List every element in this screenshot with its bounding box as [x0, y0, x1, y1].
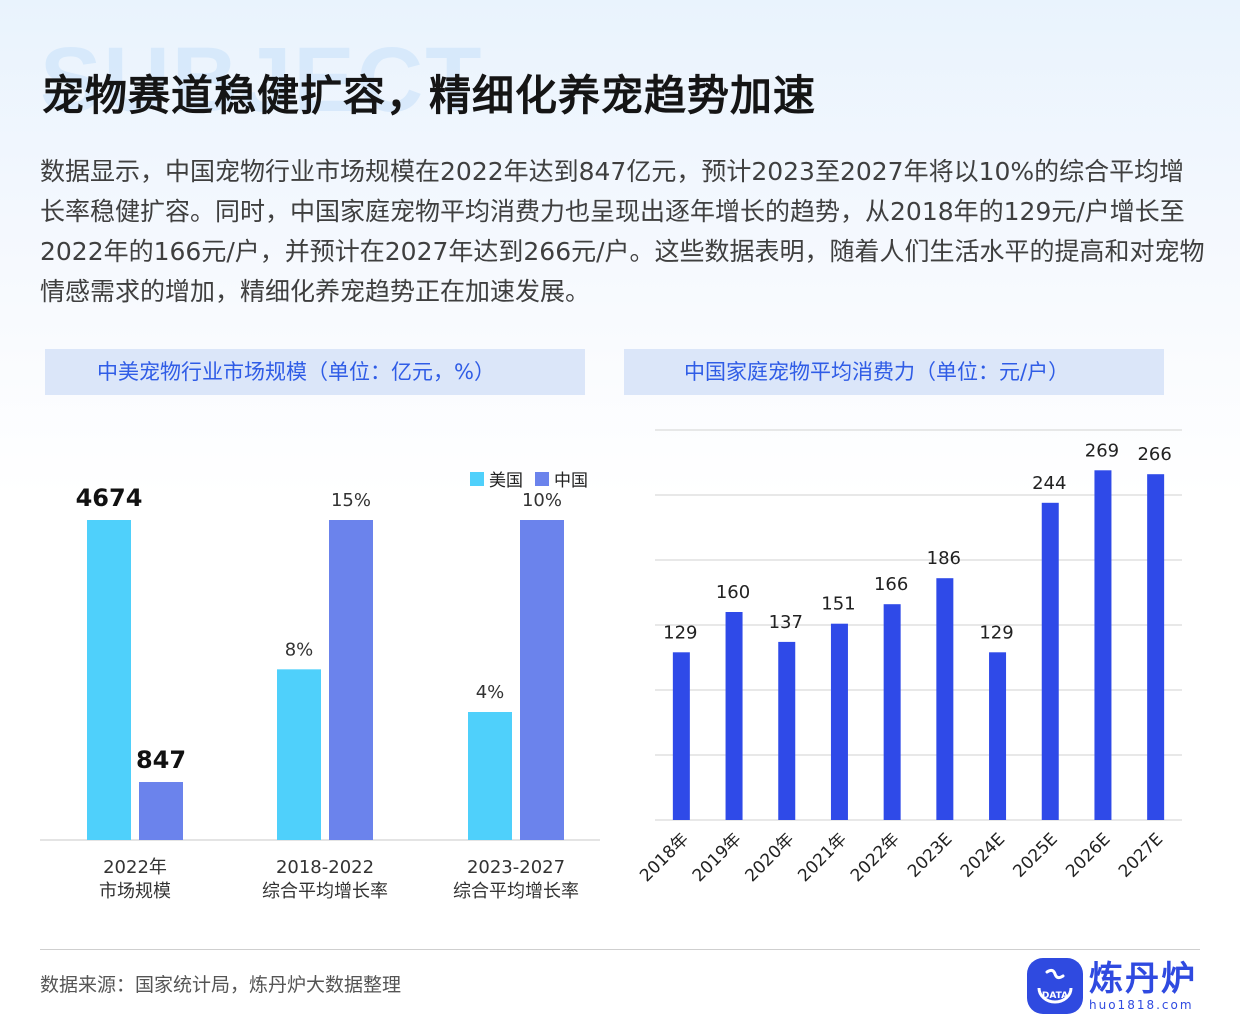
logo-url: huo1818.com	[1089, 998, 1194, 1012]
x-tick-label: 2023E	[904, 829, 956, 881]
x-tick-label: 2018年	[636, 829, 693, 886]
bar-value-label: 160	[716, 582, 750, 603]
bar-2024E	[989, 652, 1007, 820]
x-tick-label: 2020年	[742, 829, 799, 886]
bar-value-label: 166	[874, 574, 908, 595]
background-watermark-word: SUBJECT	[40, 29, 484, 131]
bar-value-label: 129	[663, 622, 697, 643]
legend-swatch-us	[470, 471, 484, 486]
bar-中国-2	[520, 520, 564, 840]
category-label: 综合平均增长率	[453, 881, 579, 902]
bar-value-label: 269	[1085, 440, 1119, 461]
bar-value-label: 4%	[476, 682, 505, 703]
legend-item-china: 中国	[535, 466, 588, 491]
logo-mark-text: DATA	[1042, 991, 1068, 1001]
x-tick-label: 2019年	[689, 829, 746, 886]
bar-2022年	[883, 604, 901, 820]
category-label: 综合平均增长率	[262, 881, 388, 902]
bar-美国-2	[468, 712, 512, 840]
bar-中国-1	[329, 520, 373, 840]
bar-value-label: 847	[136, 746, 186, 774]
bar-value-label: 4674	[76, 484, 143, 512]
household-spending-chart: 129 2018年 160 2019年 137 2020年 151 2021年 166 2022年…	[636, 429, 1182, 886]
logo-name: 炼丹炉	[1089, 959, 1197, 999]
left-chart-legend: 美国 中国	[470, 466, 588, 491]
logo-icon: DATA	[1027, 958, 1083, 1014]
bar-value-label: 10%	[522, 490, 562, 511]
legend-label-us: 美国	[489, 471, 523, 491]
x-tick-label: 2026E	[1062, 829, 1114, 881]
description-paragraph: 数据显示，中国宠物行业市场规模在2022年达到847亿元，预计2023至2027…	[40, 157, 1205, 306]
brand-logo[interactable]: DATA 炼丹炉 huo1818.com	[1027, 958, 1197, 1014]
bar-value-label: 15%	[331, 490, 371, 511]
category-label: 2018-2022	[276, 857, 374, 878]
bar-2020年	[778, 641, 796, 820]
bar-value-label: 8%	[285, 639, 314, 660]
x-tick-label: 2022年	[847, 829, 904, 886]
right-chart-title: 中国家庭宠物平均消费力（单位：元/户）	[624, 349, 1164, 395]
bar-美国-0	[87, 520, 131, 840]
bar-2018年	[672, 652, 690, 820]
bar-2021年	[830, 623, 848, 820]
bar-value-label: 151	[821, 594, 855, 615]
legend-label-china: 中国	[554, 471, 588, 491]
legend-item-us: 美国	[470, 466, 523, 491]
bar-2025E	[1041, 502, 1059, 820]
bar-value-label: 137	[769, 612, 803, 633]
bar-2023E	[936, 578, 954, 820]
category-label: 2023-2027	[467, 857, 565, 878]
x-tick-label: 2021年	[794, 829, 851, 886]
x-tick-label: 2027E	[1115, 829, 1167, 881]
bar-value-label: 266	[1137, 444, 1171, 465]
bar-value-label: 186	[927, 548, 961, 569]
bar-美国-1	[277, 669, 321, 840]
bar-2027E	[1147, 474, 1165, 820]
data-source: 数据来源：国家统计局，炼丹炉大数据整理	[40, 974, 402, 996]
page-title: 宠物赛道稳健扩容，精细化养宠趋势加速	[42, 71, 817, 120]
category-label: 2022年	[103, 857, 167, 878]
bar-value-label: 129	[979, 622, 1013, 643]
category-label: 市场规模	[99, 881, 171, 902]
footer-divider	[40, 949, 1200, 950]
x-tick-label: 2024E	[957, 829, 1009, 881]
x-tick-label: 2025E	[1009, 829, 1061, 881]
legend-swatch-china	[535, 471, 549, 486]
bar-2026E	[1094, 470, 1112, 820]
bar-2019年	[725, 612, 743, 820]
left-chart-title: 中美宠物行业市场规模（单位：亿元，%）	[45, 349, 585, 395]
bar-value-label: 244	[1032, 473, 1066, 494]
bar-中国-0	[139, 782, 183, 840]
